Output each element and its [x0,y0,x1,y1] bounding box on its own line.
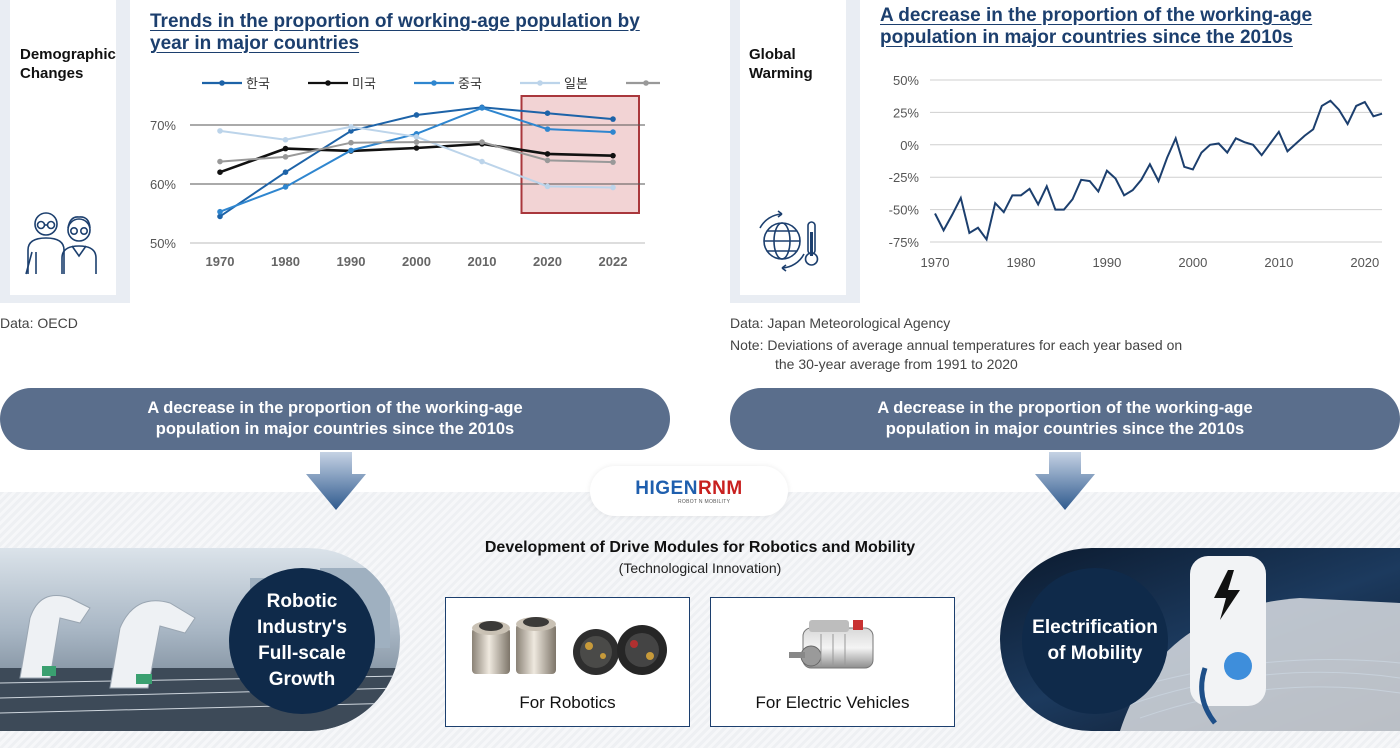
data-point [544,110,551,116]
robotics-module-box: For Robotics [445,597,690,727]
y-tick-label: -75% [889,235,920,250]
data-point [282,184,289,190]
x-tick-label: 2022 [599,254,628,269]
y-tick-label: 50% [150,236,176,251]
legend-label: 중국 [458,76,482,91]
mobility-electrification-circle: Electrification of Mobility [1022,568,1168,714]
x-tick-label: 2000 [1178,255,1207,270]
demographic-side-label: Demographic Changes [20,46,116,82]
data-point [610,184,616,191]
legend-marker [643,80,649,86]
data-point [348,128,354,134]
logo-higen-text: HIGEN [635,478,698,499]
data-point [217,128,223,134]
x-tick-label: 2010 [1264,255,1293,270]
y-tick-label: 70% [150,118,176,133]
data-point [544,126,551,132]
note-line-2: the 30-year average from 1991 to 2020 [775,356,1018,372]
legend-label: 미국 [352,76,376,91]
y-tick-label: 0% [900,138,919,153]
temperature-line [934,99,1383,242]
x-tick-label: 1980 [1007,255,1036,270]
x-tick-label: 2020 [1350,255,1379,270]
data-point [348,123,354,130]
x-tick-label: 1970 [206,254,235,269]
global-warming-side-label: Global Warming [749,46,813,82]
right-down-arrow-icon [1035,452,1095,510]
globe-thermometer-icon [752,208,822,274]
data-point [544,157,551,164]
legend-marker [431,80,437,86]
center-title: Development of Drive Modules for Robotic… [484,539,916,556]
x-tick-label: 1990 [337,254,366,269]
data-point [282,169,289,175]
legend-marker [325,80,331,86]
x-tick-label: 2010 [468,254,497,269]
jma-source: Data: Japan Meteorological Agency [730,315,951,331]
data-point [348,147,354,154]
data-point [413,112,420,118]
data-point [348,139,354,146]
legend-marker [219,80,225,86]
x-tick-label: 1970 [921,255,950,270]
x-tick-label: 1980 [271,254,300,269]
data-point [610,152,616,159]
right-summary-pill: A decrease in the proportion of the work… [730,388,1400,450]
data-point [282,145,289,152]
data-point [610,116,616,122]
y-tick-label: 50% [893,73,919,88]
robotic-growth-circle: Robotic Industry's Full-scale Growth [229,568,375,714]
higen-rnm-logo: HIGENRNM ROBOT N MOBILITY [590,466,788,516]
population-chart-title: Trends in the proportion of working-age … [150,11,640,54]
global-warming-side-card [730,0,860,303]
left-down-arrow-icon [306,452,366,510]
legend-marker [537,80,543,86]
center-subtitle: (Technological Innovation) [618,560,782,576]
robot-motor-modules-image [472,617,667,675]
left-summary-pill: A decrease in the proportion of the work… [0,388,670,450]
y-tick-label: 60% [150,177,176,192]
demographic-side-card [0,0,130,303]
y-tick-label: -25% [889,170,920,185]
data-point [217,213,223,220]
legend-label: 일본 [564,76,588,91]
data-point [610,159,616,165]
data-point [413,145,420,151]
legend-label: 한국 [246,76,270,91]
x-tick-label: 2000 [402,254,431,269]
temperature-chart: 50% 25% 0% -25% -50% -75%1970 1980 1990 2000 2010… [889,73,1383,270]
data-point [413,134,420,140]
data-point [282,154,289,160]
data-point [413,139,420,145]
data-point [544,183,551,190]
temperature-chart-title: A decrease in the proportion of the work… [880,5,1313,48]
data-point [217,158,223,165]
ev-drive-unit-image [789,620,874,669]
left-summary-text: A decrease in the proportion of the work… [147,399,523,438]
y-tick-label: 25% [893,105,919,120]
right-summary-text: A decrease in the proportion of the work… [877,399,1253,438]
data-point [217,169,223,175]
robotics-box-label: For Robotics [519,693,616,712]
ev-box-label: For Electric Vehicles [755,693,910,712]
data-point [479,105,485,111]
data-point [610,129,616,135]
logo-rnm-text: RNM [697,478,743,499]
x-tick-label: 2020 [533,254,562,269]
oecd-source: Data: OECD [0,315,78,331]
mobility-electrification-text: Electrification of Mobility [1032,617,1158,664]
x-tick-label: 1990 [1092,255,1121,270]
data-point [479,158,485,165]
data-point [479,139,485,145]
data-point [282,136,289,143]
data-point [217,208,223,215]
data-point [544,151,551,157]
note-line-1: Note: Deviations of average annual tempe… [730,337,1183,353]
logo-tagline: ROBOT N MOBILITY [678,499,731,505]
y-tick-label: -50% [889,203,920,218]
ev-module-box: For Electric Vehicles [710,597,955,727]
robotic-growth-text: Robotic Industry's Full-scale Growth [256,591,348,690]
elderly-people-icon [22,208,100,278]
population-chart: 50% 60% 70% 1970 1980 1990 2000 2010 2020 2022 한국 미… [150,76,660,269]
